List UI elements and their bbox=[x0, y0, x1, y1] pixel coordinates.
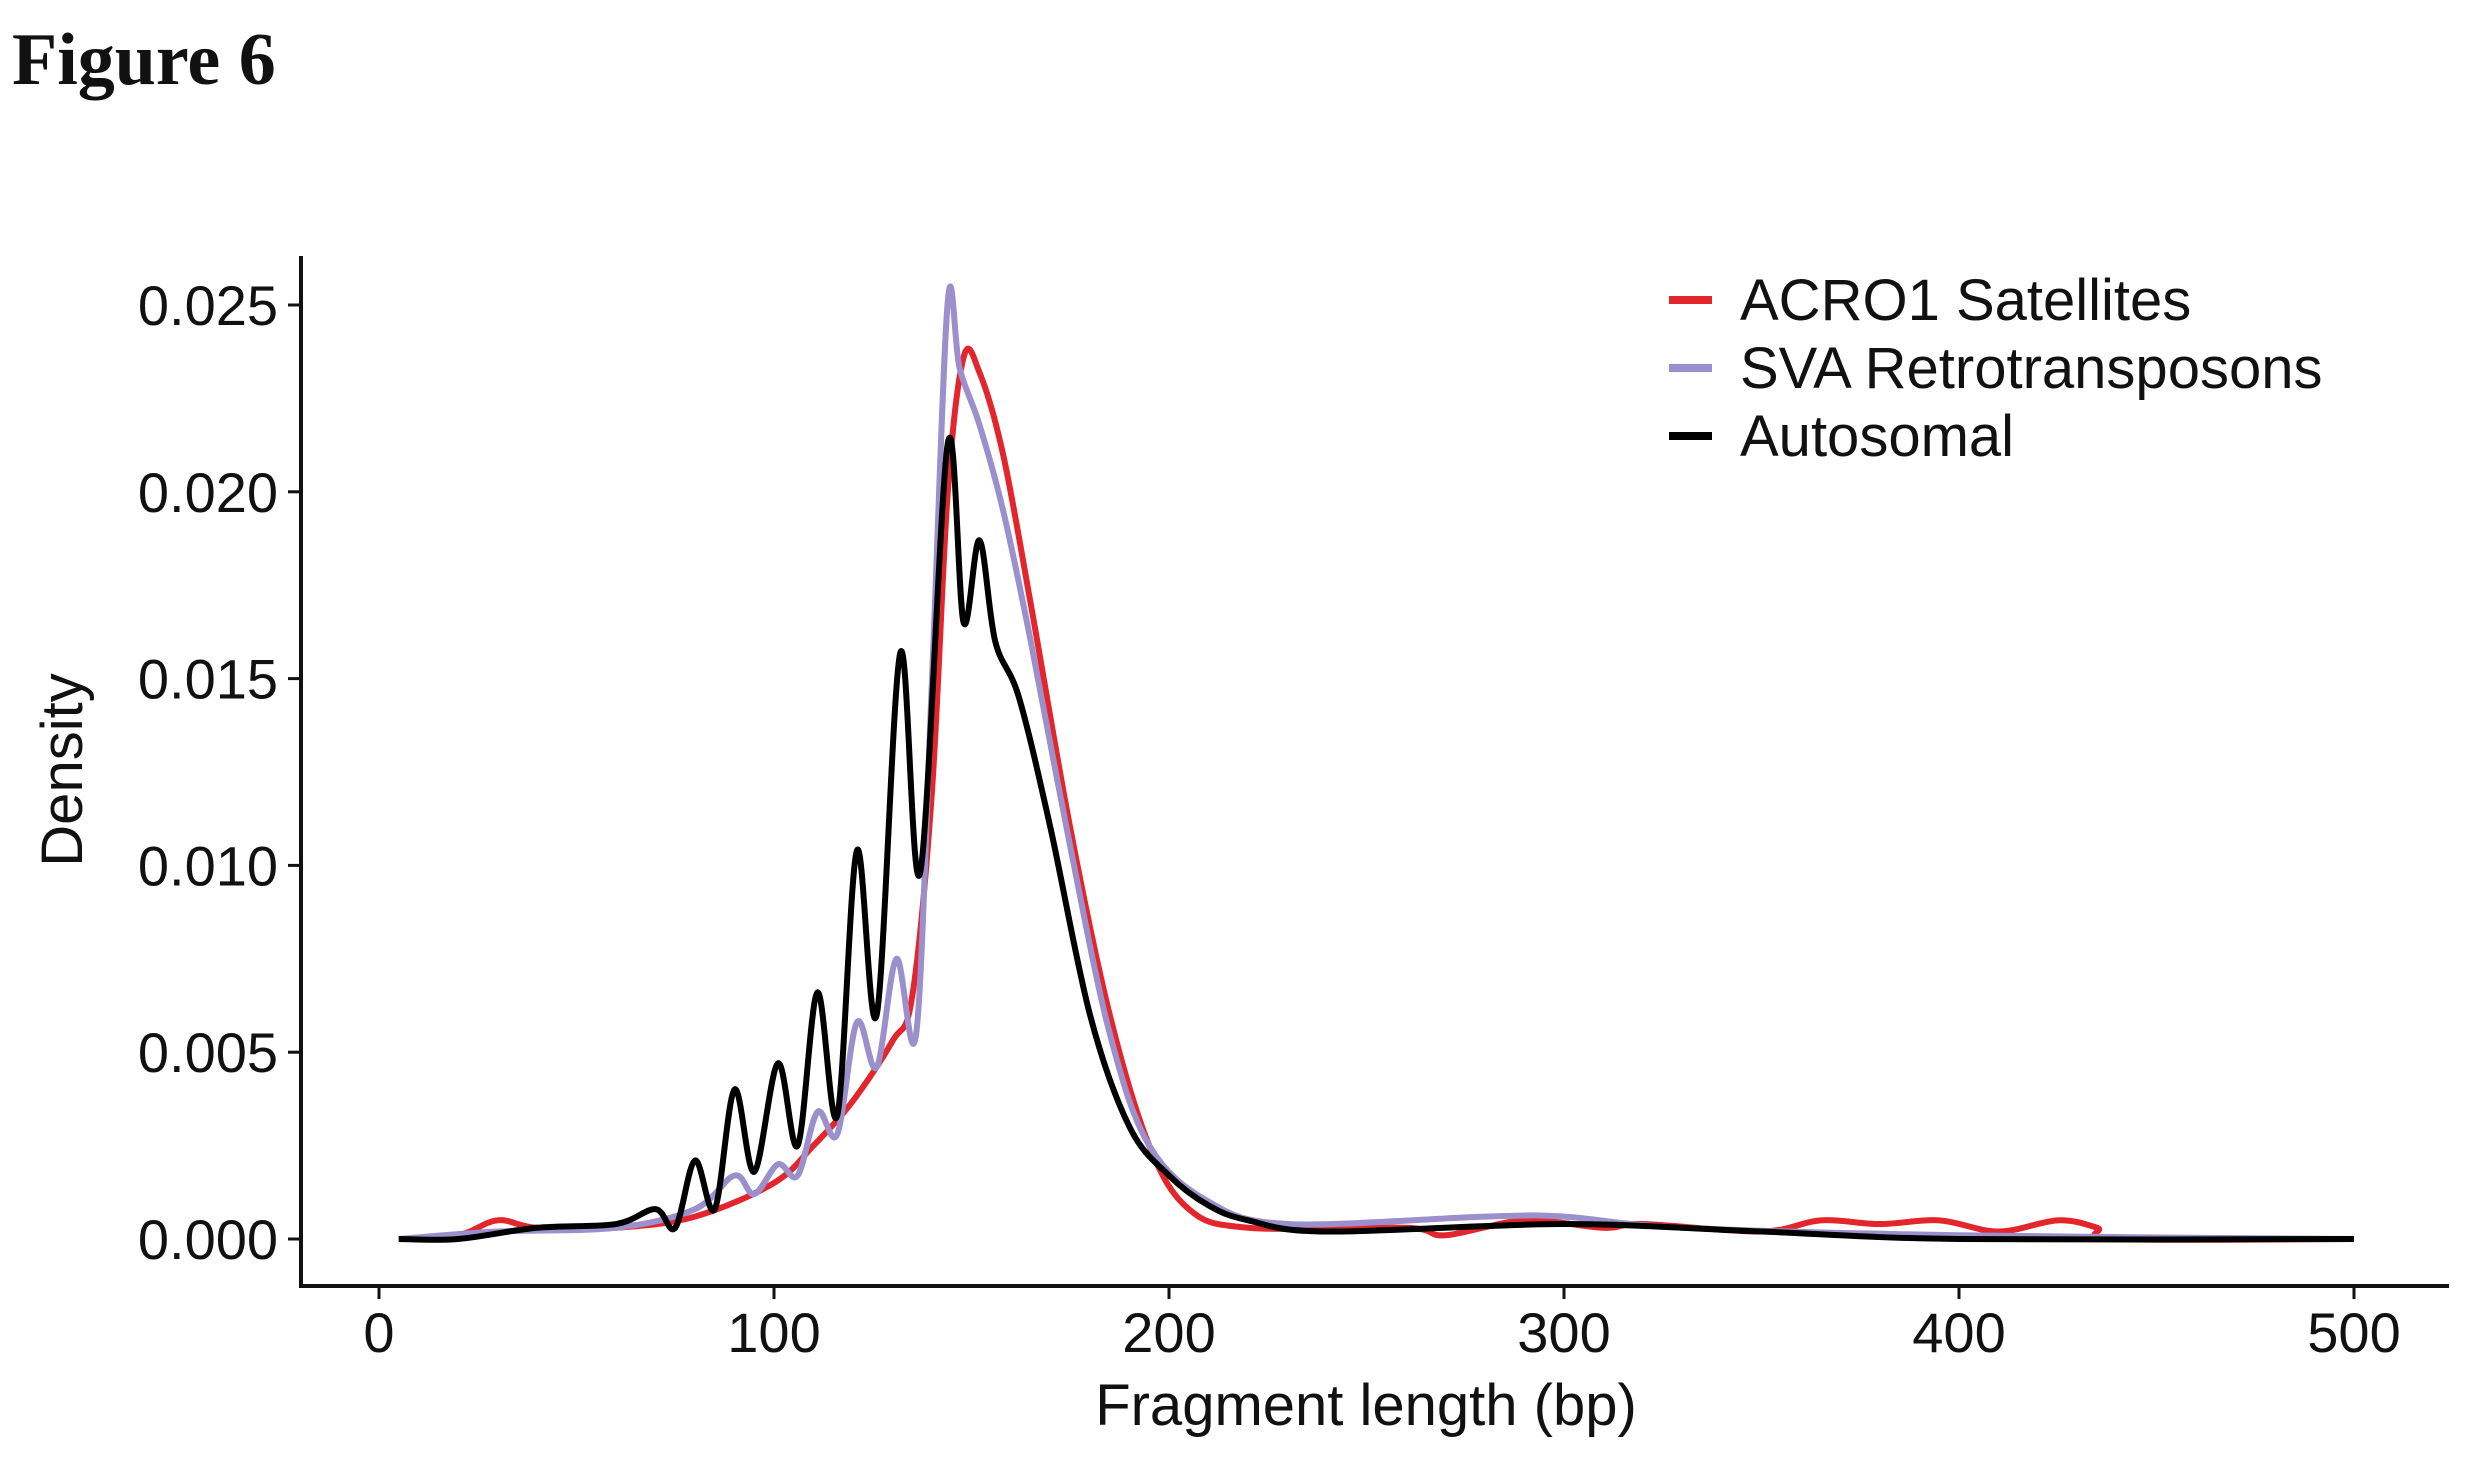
y-tick-label: 0.025 bbox=[138, 274, 278, 337]
x-tick-label: 100 bbox=[727, 1301, 820, 1364]
x-tick-label: 500 bbox=[2307, 1301, 2400, 1364]
legend-label-autosomal: Autosomal bbox=[1740, 404, 2014, 469]
y-axis-label: Density bbox=[30, 673, 95, 866]
y-tick-label: 0.010 bbox=[138, 834, 278, 897]
figure-title: Figure 6 bbox=[12, 19, 276, 101]
series-line-acro1-satellites bbox=[398, 345, 2355, 1243]
axes: 0.000 0.005 0.010 0.015 0.020 0.025 0 100 200 300… bbox=[138, 256, 2449, 1364]
x-tick-label: 300 bbox=[1517, 1301, 1610, 1364]
legend-label-acro1-satellites: ACRO1 Satellites bbox=[1740, 268, 2191, 333]
x-tick-label: 400 bbox=[1912, 1301, 2005, 1364]
series-lines bbox=[398, 283, 2355, 1243]
x-tick-label: 200 bbox=[1122, 1301, 1215, 1364]
series-line-sva-retrotransposons bbox=[398, 283, 2355, 1242]
y-tick-label: 0.015 bbox=[138, 648, 278, 711]
x-tick-label: 0 bbox=[363, 1301, 394, 1364]
y-tick-label: 0.000 bbox=[138, 1208, 278, 1271]
legend-label-sva-retrotransposons: SVA Retrotransposons bbox=[1740, 336, 2322, 401]
y-tick-label: 0.005 bbox=[138, 1021, 278, 1084]
x-axis-label: Fragment length (bp) bbox=[1095, 1373, 1637, 1438]
series-line-autosomal bbox=[398, 435, 2355, 1243]
y-tick-label: 0.020 bbox=[138, 461, 278, 524]
